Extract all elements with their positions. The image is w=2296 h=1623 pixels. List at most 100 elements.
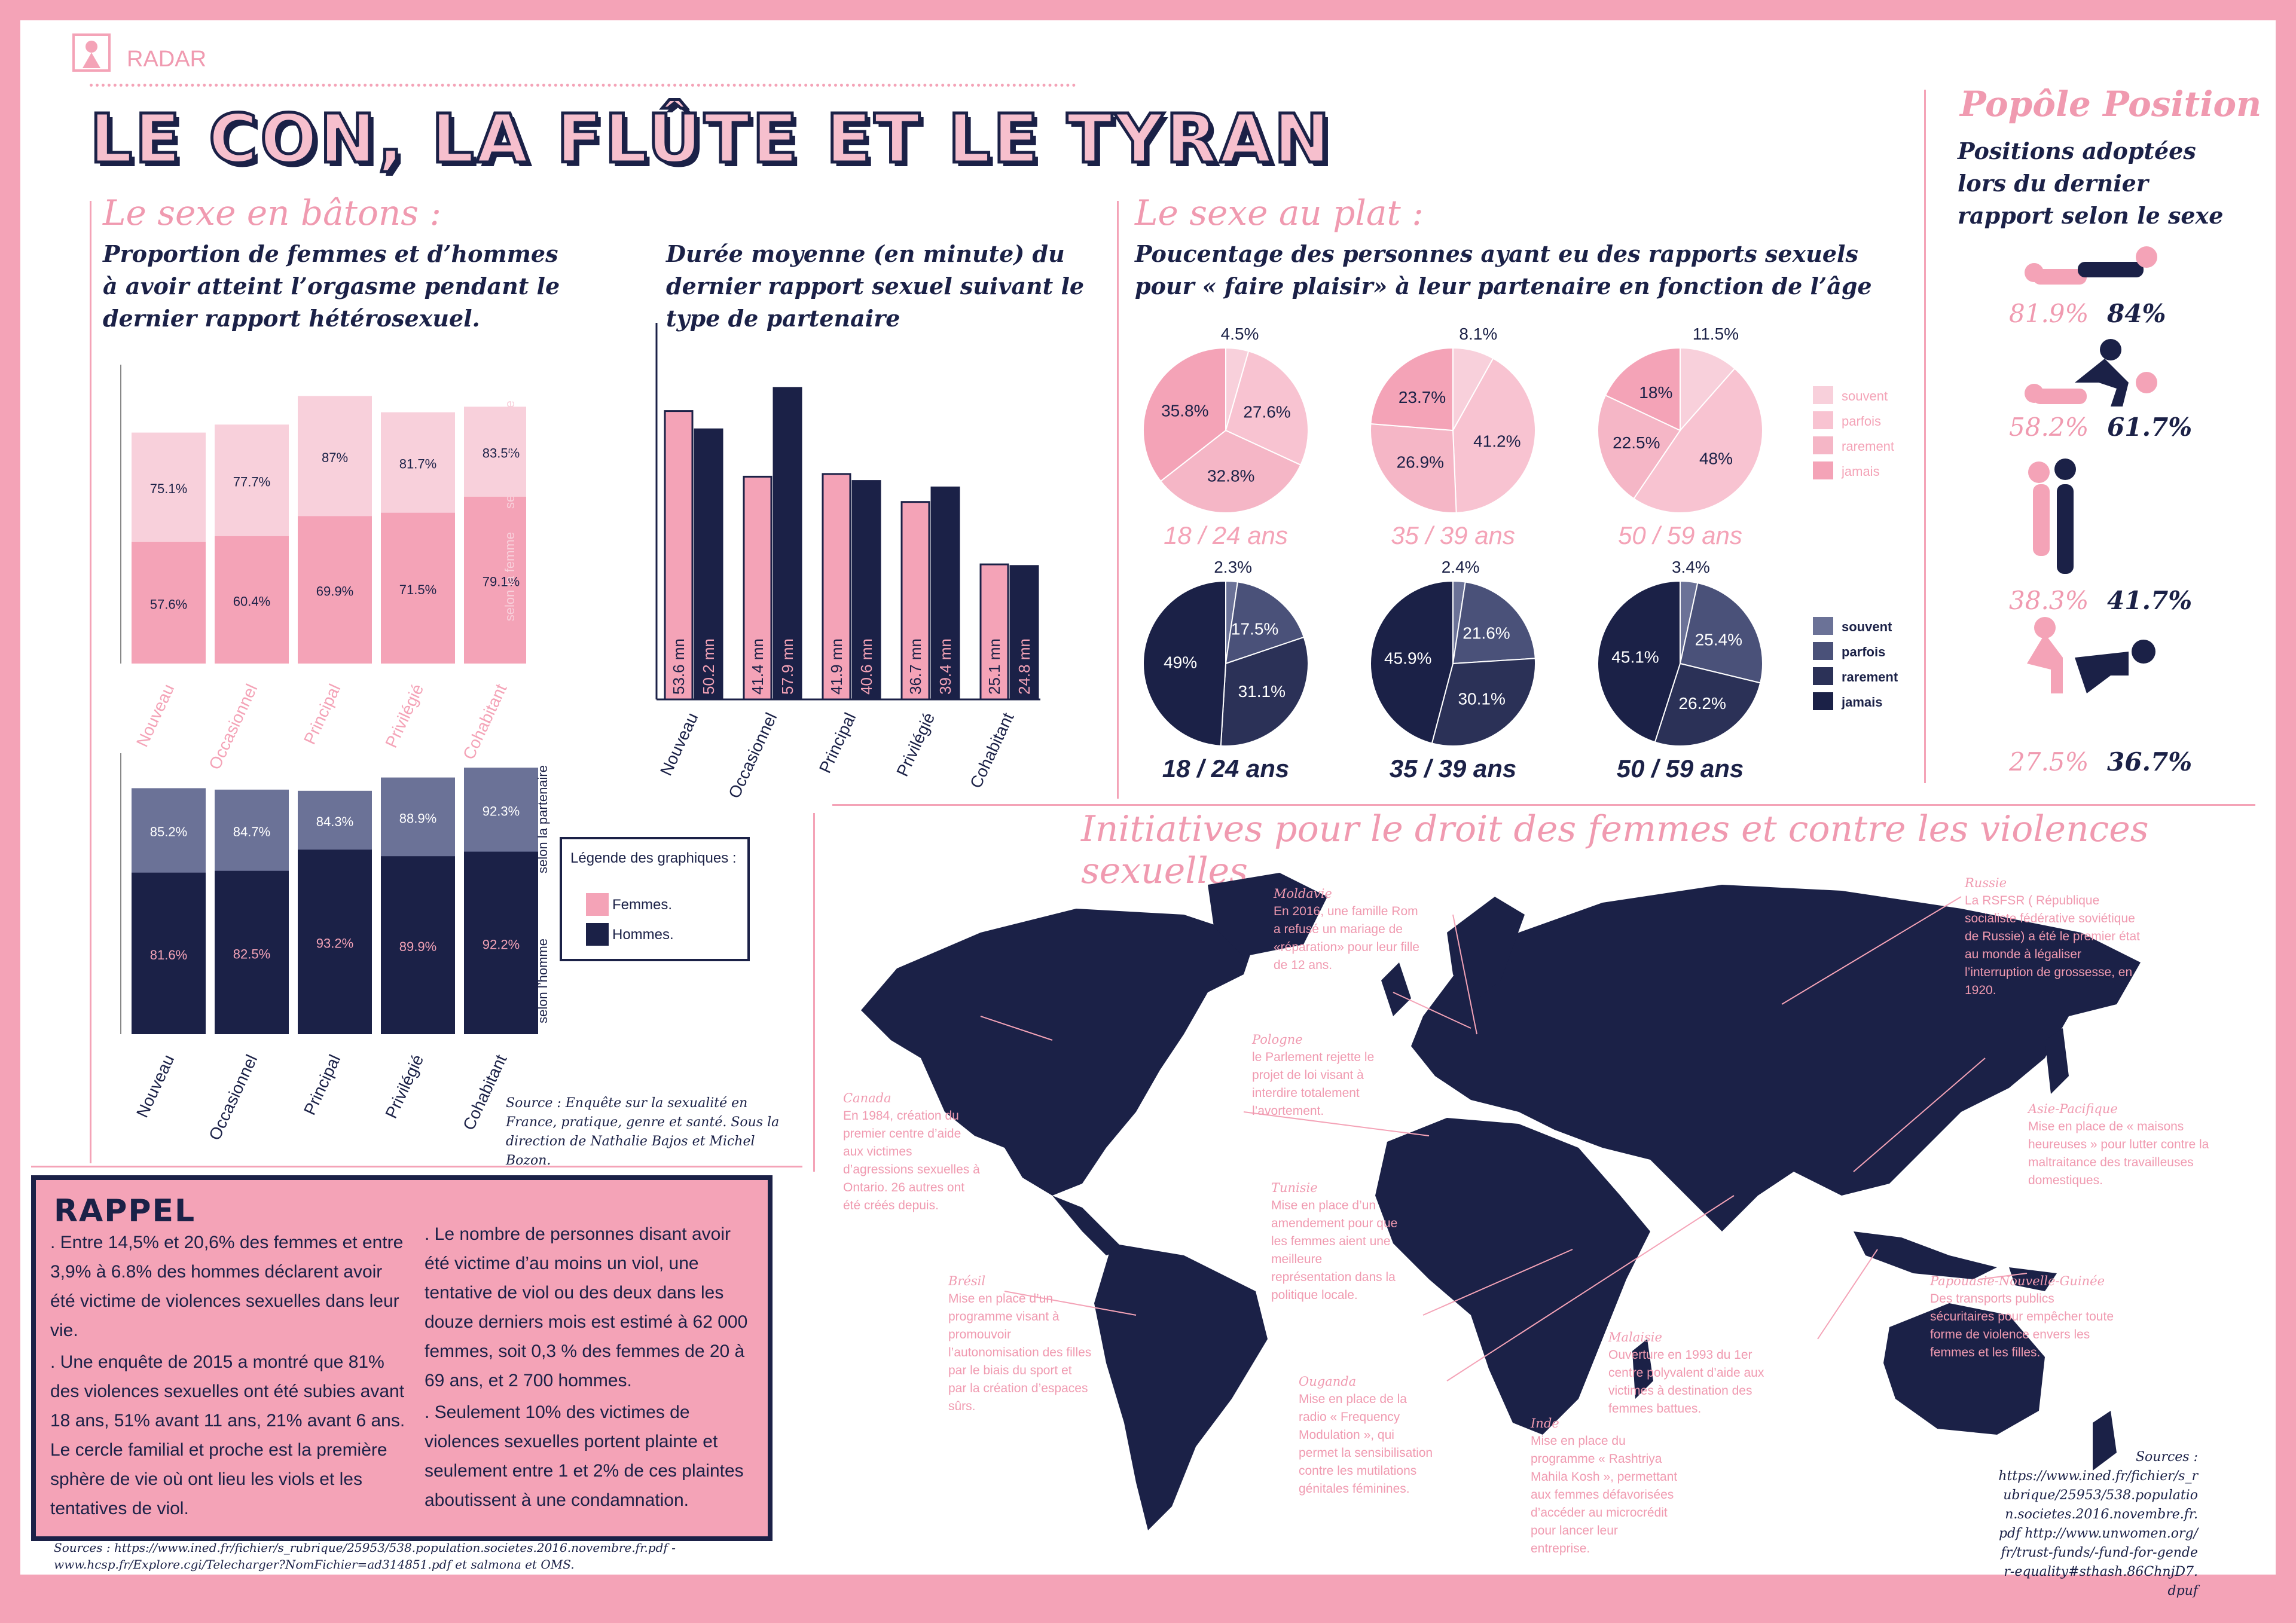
position-4-icon — [2027, 617, 2155, 693]
bar-label-inner: 89.9% — [399, 939, 436, 954]
pie-slice — [1597, 580, 1681, 743]
position-2-icon — [2025, 339, 2157, 406]
legend-label: parfois — [1842, 414, 1881, 429]
rappel-item: . Entre 14,5% et 20,6% des femmes et ent… — [50, 1233, 404, 1340]
series-label: selon la femme — [502, 532, 517, 621]
duration-bar — [979, 563, 1009, 701]
map-note: Asie-Pacifique Mise en place de « maisons… — [2028, 1100, 2213, 1190]
position-rule — [1924, 90, 1926, 783]
central-america-shape — [1052, 1196, 1124, 1255]
pie-slice — [1431, 658, 1536, 747]
bars-subheading: Proportion de femmes et d’hommes à avoir… — [103, 240, 560, 332]
page-number-left: 22 — [20, 1576, 44, 1597]
pie-label: 41.2% — [1473, 432, 1521, 451]
duration-label: 40.6 mn — [857, 638, 875, 695]
pie-label: 25.4% — [1695, 631, 1742, 649]
age-label: 50 / 59 ans — [1617, 754, 1744, 783]
world-map — [861, 873, 2141, 1530]
pie-label: 45.1% — [1611, 647, 1659, 666]
legend-label: rarement — [1842, 670, 1898, 684]
position-femmes-value: 81.9% — [2009, 299, 2089, 328]
bar-label-inner: 81.6% — [150, 947, 187, 962]
pie-slice — [1604, 347, 1681, 432]
map-note-label: Tunisie — [1271, 1181, 1318, 1195]
pie-label: 48% — [1699, 450, 1733, 468]
position-subheading: Positions adoptées lors du dernier rappo… — [1958, 137, 2224, 229]
legend-swatch — [1813, 642, 1833, 660]
chart-legend: Légende des graphiques : Femmes. Hommes. — [560, 837, 750, 961]
age-label: 35 / 39 ans — [1391, 521, 1515, 549]
rappel-title: RAPPEL — [54, 1193, 196, 1229]
rappel-sources: Sources : https://www.ined.fr/fichier/s_… — [54, 1541, 676, 1572]
map-note-text: Mise en place d’un programme visant à pr… — [948, 1292, 1092, 1413]
north-america-shape — [861, 909, 1256, 1196]
series-label: selon l’homme — [535, 939, 550, 1023]
rappel-item: . Seulement 10% des victimes de violence… — [425, 1402, 744, 1510]
bar-label-outer: 75.1% — [150, 481, 187, 496]
map-note-label: Ouganda — [1299, 1374, 1357, 1389]
plat-heading: Le sexe au plat : — [1135, 192, 1424, 233]
bar-label-outer: 88.9% — [399, 811, 436, 826]
pie-label: 17.5% — [1231, 620, 1278, 638]
legend-label: rarement — [1842, 439, 1894, 454]
map-note-text: La RSFSR ( République socialiste fédérat… — [1965, 894, 2140, 997]
pie-slice — [1370, 580, 1454, 744]
madagascar-shape — [1632, 1339, 1653, 1399]
bar-label-outer: 84.3% — [316, 814, 353, 829]
map-note-label: Papouasie-Nouvelle-Guinée — [1930, 1274, 2105, 1288]
position-1-icon — [2025, 246, 2157, 285]
duration-bar — [664, 410, 694, 701]
rappel-item: . Le nombre de personnes disant avoir ét… — [425, 1224, 748, 1390]
legend-swatch — [1813, 692, 1833, 710]
eurasia-shape — [1411, 885, 2141, 1231]
uk-shape — [1381, 962, 1411, 1016]
pie-label: 27.6% — [1243, 402, 1290, 421]
map-note: Malaisie Ouverture en 1993 du 1er centre … — [1608, 1328, 1788, 1418]
category-label: Occasionnel — [725, 710, 780, 801]
duration-label: 24.8 mn — [1015, 638, 1033, 695]
map-note-text: Mise en place du programme « Rashtriya M… — [1531, 1434, 1678, 1555]
pie-slice — [1452, 357, 1536, 514]
legend-label: souvent — [1842, 619, 1892, 634]
map-note: Papouasie-Nouvelle-Guinée Des transports … — [1930, 1272, 2121, 1362]
map-note-text: Mise en place d’un amendement pour que l… — [1271, 1199, 1398, 1302]
map-note-label: Inde — [1531, 1416, 1559, 1431]
map-leader-lines — [980, 896, 2028, 1381]
duration-label: 57.9 mn — [778, 638, 796, 695]
bar-label-inner: 79.1% — [483, 574, 520, 589]
rappel-item: . Une enquête de 2015 a montré que 81% d… — [50, 1352, 405, 1518]
bar-label-inner: 60.4% — [233, 594, 270, 609]
position-figures — [2025, 246, 2157, 693]
legend-swatch — [1813, 436, 1833, 454]
pie-slice — [1143, 580, 1226, 747]
pie-label: 23.7% — [1399, 388, 1446, 406]
duration-label: 50.2 mn — [700, 638, 718, 695]
map-heading: Initiatives pour le droit des femmes et … — [1081, 808, 2149, 892]
duration-label: 36.7 mn — [906, 638, 924, 695]
pie-label: 8.1% — [1459, 325, 1497, 343]
japan-shape — [2045, 1028, 2069, 1094]
map-note-label: Pologne — [1252, 1032, 1303, 1047]
duration-bar — [900, 501, 930, 701]
pie-label: 22.5% — [1613, 433, 1660, 452]
pie-label: 11.5% — [1693, 325, 1739, 343]
radar-logo-icon — [72, 33, 111, 72]
duration-bar — [1009, 565, 1039, 701]
pie-label: 2.3% — [1214, 558, 1252, 576]
duration-bar — [694, 428, 723, 701]
duration-label: 39.4 mn — [936, 638, 954, 695]
pie-label: 2.4% — [1442, 558, 1480, 576]
position-femmes-value: 58.2% — [2009, 412, 2089, 442]
bar-inner — [215, 536, 289, 664]
rappel-rule — [31, 1166, 802, 1167]
rappel-col-1: . Entre 14,5% et 20,6% des femmes et ent… — [50, 1228, 409, 1526]
duration-label: 53.6 mn — [670, 638, 688, 695]
age-label: 50 / 59 ans — [1618, 521, 1742, 549]
pie-slice — [1633, 368, 1763, 514]
bars-heading: Le sexe en bâtons : — [103, 192, 441, 233]
category-label: Cohabitant — [459, 1052, 510, 1133]
legend-label: souvent — [1842, 389, 1888, 404]
position-3-icon — [2028, 459, 2076, 574]
pie-label: 26.2% — [1678, 694, 1726, 713]
map-sources-title: Sources : — [2135, 1450, 2198, 1465]
